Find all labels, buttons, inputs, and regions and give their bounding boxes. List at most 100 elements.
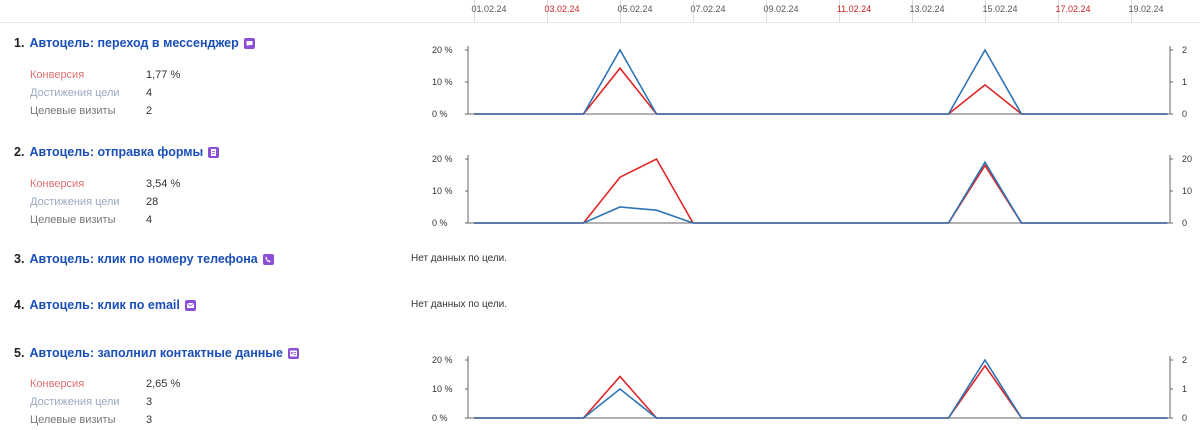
goal-link[interactable]: Автоцель: переход в мессенджер <box>29 36 239 50</box>
metric-achievements: Достижения цели 28 <box>30 196 158 208</box>
metric-conversion: Конверсия 3,54 % <box>30 178 180 190</box>
date-tick <box>839 0 840 22</box>
y-tick-left: 20 % <box>432 154 453 164</box>
contact-card-icon <box>287 347 299 359</box>
metric-visits: Целевые визиты 2 <box>30 105 152 117</box>
conversion-series-line <box>474 364 1168 419</box>
y-tick-right: 0 <box>1182 218 1187 228</box>
no-data-message: Нет данных по цели. <box>411 299 508 310</box>
metric-value: 28 <box>146 196 159 208</box>
date-label: 07.02.24 <box>690 4 726 14</box>
goal-link[interactable]: Автоцель: клик по номеру телефона <box>29 252 258 266</box>
y-tick-left: 20 % <box>432 355 453 365</box>
achievements-series-line <box>474 160 1168 224</box>
goal-number: 5. <box>14 346 25 360</box>
goal-chart: 20 % 10 % 0 % 2 1 0 <box>432 355 1187 423</box>
form-icon <box>208 146 220 158</box>
email-icon <box>184 299 196 311</box>
date-tick <box>620 0 621 22</box>
goal-row: 1. Автоцель: переход в мессенджер Конвер… <box>0 36 1200 126</box>
metric-label: Достижения цели <box>30 87 120 99</box>
goal-title: 3. Автоцель: клик по номеру телефона <box>14 252 274 266</box>
y-tick-left: 20 % <box>432 45 453 55</box>
goal-row: 3. Автоцель: клик по номеру телефона Нет… <box>0 252 1200 276</box>
goal-title: 1. Автоцель: переход в мессенджер <box>14 36 255 50</box>
metric-label: Конверсия <box>30 378 85 390</box>
goal-row: 5. Автоцель: заполнил контактные данные … <box>0 346 1200 430</box>
y-tick-right: 20 <box>1182 154 1192 164</box>
metric-label: Целевые визиты <box>30 414 116 426</box>
goal-link[interactable]: Автоцель: клик по email <box>29 298 180 312</box>
phone-icon <box>262 253 274 265</box>
y-tick-right: 1 <box>1182 77 1187 87</box>
y-tick-left: 0 % <box>432 109 448 119</box>
date-tick <box>547 0 548 22</box>
y-tick-left: 10 % <box>432 186 453 196</box>
date-tick <box>693 0 694 22</box>
metric-label: Целевые визиты <box>30 214 116 226</box>
goal-title: 4. Автоцель: клик по email <box>14 298 196 312</box>
date-label: 11.02.24 <box>836 4 872 14</box>
y-tick-right: 2 <box>1182 355 1187 365</box>
metric-value: 3 <box>146 396 153 408</box>
goal-number: 4. <box>14 298 25 312</box>
y-tick-right: 0 <box>1182 109 1187 119</box>
metric-visits: Целевые визиты 4 <box>30 214 152 226</box>
metric-conversion: Конверсия 2,65 % <box>30 378 180 390</box>
goal-link[interactable]: Автоцель: заполнил контактные данные <box>29 346 283 360</box>
goal-link[interactable]: Автоцель: отправка формы <box>29 145 204 159</box>
goal-chart: 20 % 10 % 0 % 2 1 0 <box>432 45 1187 119</box>
messenger-icon <box>243 37 255 49</box>
y-tick-left: 0 % <box>432 218 448 228</box>
metric-visits: Целевые визиты 3 <box>30 414 152 426</box>
date-tick <box>766 0 767 22</box>
metric-value: 3,54 % <box>146 178 181 190</box>
date-label: 13.02.24 <box>909 4 945 14</box>
date-tick <box>912 0 913 22</box>
metric-value: 2 <box>146 105 153 117</box>
y-tick-left: 10 % <box>432 384 453 394</box>
metric-value: 4 <box>146 214 153 226</box>
metric-conversion: Конверсия 1,77 % <box>30 69 180 81</box>
metric-label: Конверсия <box>30 178 85 190</box>
goal-number: 3. <box>14 252 25 266</box>
metric-label: Целевые визиты <box>30 105 116 117</box>
goal-number: 2. <box>14 145 25 159</box>
date-tick <box>1058 0 1059 22</box>
no-data-message: Нет данных по цели. <box>411 253 508 264</box>
date-tick <box>1131 0 1132 22</box>
achievements-series-line <box>474 358 1168 419</box>
metric-value: 1,77 % <box>146 69 181 81</box>
metric-achievements: Достижения цели 4 <box>30 87 152 99</box>
y-tick-left: 0 % <box>432 413 448 423</box>
y-tick-right: 10 <box>1182 186 1192 196</box>
date-label: 19.02.24 <box>1128 4 1164 14</box>
date-label: 17.02.24 <box>1055 4 1091 14</box>
conversion-series-line <box>474 66 1168 115</box>
goal-row: 4. Автоцель: клик по email Нет данных по… <box>0 298 1200 322</box>
y-tick-left: 10 % <box>432 77 453 87</box>
y-tick-right: 0 <box>1182 413 1187 423</box>
date-tick <box>985 0 986 22</box>
goal-title: 2. Автоцель: отправка формы <box>14 145 220 159</box>
conversion-series-line <box>474 157 1168 224</box>
metric-value: 3 <box>146 414 153 426</box>
metric-value: 2,65 % <box>146 378 181 390</box>
goal-title: 5. Автоцель: заполнил контактные данные <box>14 346 299 360</box>
metric-label: Достижения цели <box>30 396 120 408</box>
metric-label: Конверсия <box>30 69 85 81</box>
goal-chart: 20 % 10 % 0 % 20 10 0 <box>432 154 1192 228</box>
date-tick <box>474 0 475 22</box>
goal-number: 1. <box>14 36 25 50</box>
y-tick-right: 1 <box>1182 384 1187 394</box>
goal-row: 2. Автоцель: отправка формы Конверсия 3,5… <box>0 145 1200 235</box>
date-label: 01.02.24 <box>471 4 507 14</box>
achievements-series-line <box>474 48 1168 115</box>
date-label: 15.02.24 <box>982 4 1018 14</box>
date-axis: 01.02.24 03.02.24 05.02.24 07.02.24 09.02.24… <box>0 0 1200 23</box>
metric-label: Достижения цели <box>30 196 120 208</box>
metric-value: 4 <box>146 87 153 99</box>
y-tick-right: 2 <box>1182 45 1187 55</box>
metric-achievements: Достижения цели 3 <box>30 396 152 408</box>
date-label: 05.02.24 <box>617 4 653 14</box>
